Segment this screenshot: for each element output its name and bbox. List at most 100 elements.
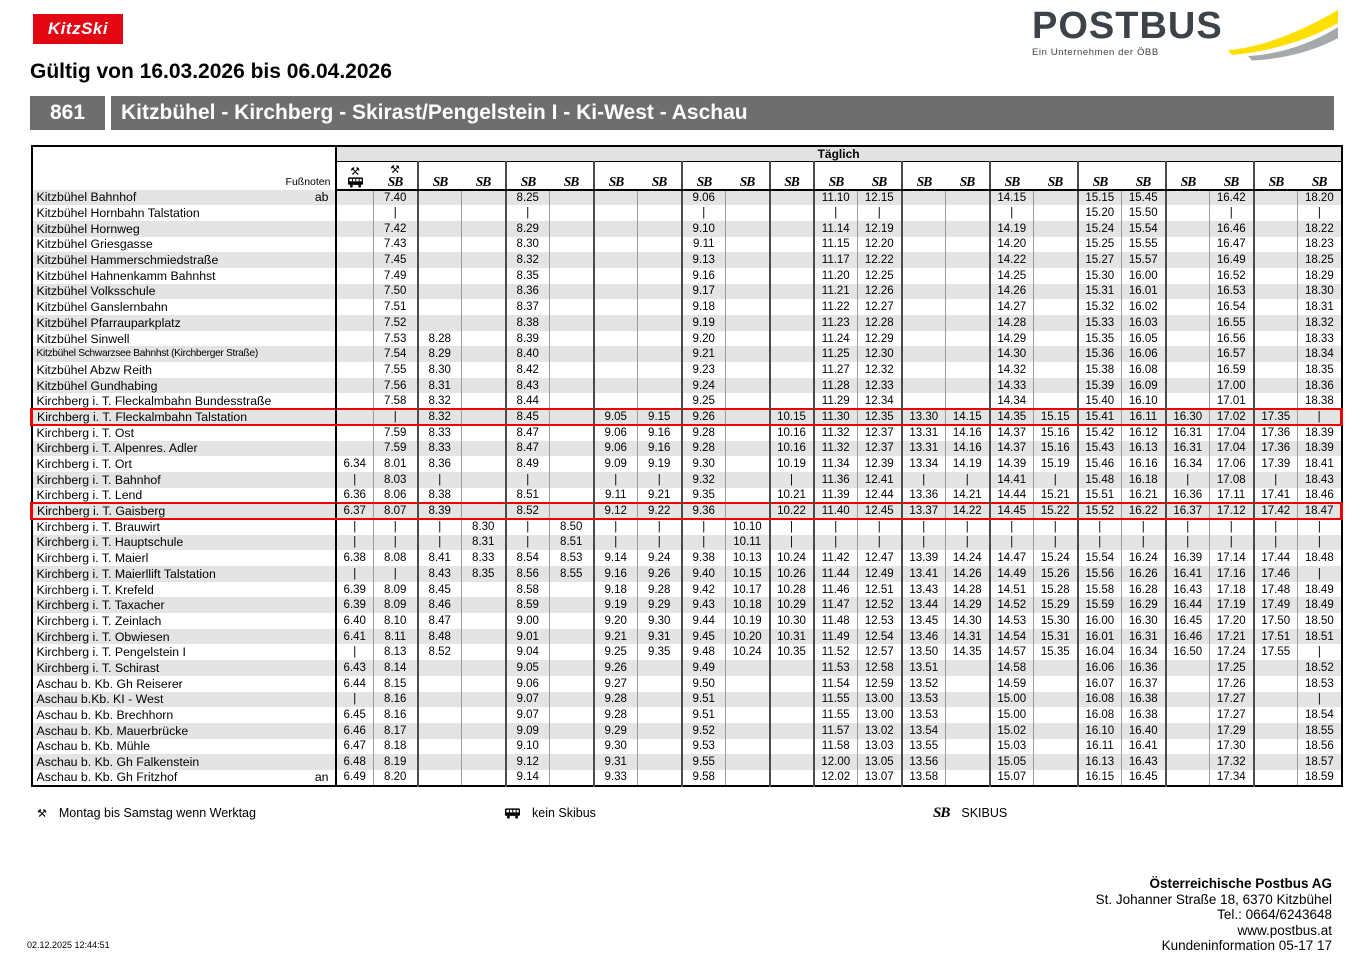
time-cell: 13.36 [900, 487, 946, 504]
time-cell: 12.54 [857, 628, 902, 645]
skibus-icon: SB [387, 173, 403, 189]
time-cell: 15.41 [1076, 408, 1122, 426]
time-cell: | [373, 518, 418, 535]
table-row: Kirchberg i. T. Krefeld 6.39 8.09 8.45 8.58 9… [31, 581, 1342, 598]
time-cell [1164, 754, 1210, 770]
time-cell: 8.10 [373, 613, 418, 629]
time-cell [768, 707, 814, 723]
time-cell: 9.10 [504, 738, 550, 755]
time-cell: 18.59 [1296, 769, 1342, 786]
time-cell: 8.47 [504, 440, 550, 457]
time-cell: 8.19 [373, 754, 418, 770]
time-cell: | [592, 534, 638, 551]
time-cell [945, 189, 990, 206]
time-cell: 16.46 [1164, 628, 1210, 645]
time-cell: 15.03 [988, 738, 1034, 755]
time-cell: 14.16 [945, 440, 990, 457]
time-cell: 12.20 [857, 236, 902, 253]
time-cell [461, 456, 506, 472]
time-cell: 9.26 [637, 566, 682, 582]
time-cell [1252, 346, 1298, 363]
time-cell: 15.42 [1076, 424, 1122, 441]
time-cell [416, 722, 462, 739]
time-cell [725, 660, 770, 676]
footnote-column-header: SB [768, 161, 814, 191]
time-cell: 17.27 [1209, 691, 1254, 708]
time-cell: 14.44 [988, 487, 1034, 504]
time-cell: 17.39 [1252, 456, 1298, 472]
time-cell: 9.31 [637, 628, 682, 645]
daily-header-row: Fußnoten Täglich [31, 146, 1342, 190]
time-cell: 18.34 [1296, 346, 1342, 363]
time-cell [1033, 393, 1078, 410]
time-cell: 16.10 [1121, 393, 1166, 410]
time-cell: 18.25 [1296, 252, 1342, 268]
time-cell: 8.38 [416, 487, 462, 504]
time-cell: 15.00 [988, 691, 1034, 708]
time-cell: 9.14 [504, 769, 550, 786]
time-cell [461, 330, 506, 347]
station-name: Kirchberg i. T. Hauptschule [36, 535, 184, 550]
time-cell [592, 330, 638, 347]
time-cell: 9.01 [504, 628, 550, 645]
skibus-icon: SB [651, 173, 667, 189]
time-cell [725, 220, 770, 237]
time-cell [549, 315, 594, 331]
time-cell: 13.56 [900, 754, 946, 770]
time-cell: 15.30 [1076, 267, 1122, 284]
time-cell: 9.07 [504, 691, 550, 708]
time-cell: | [768, 471, 814, 488]
time-cell: 11.47 [812, 597, 858, 614]
time-cell: 10.15 [768, 408, 814, 426]
time-cell [549, 487, 594, 504]
station-cell: Aschau b. Kb. Gh Fritzhof an [31, 769, 337, 786]
table-row: Kirchberg i. T. Alpenres. Adler 7.59 8.33 8… [31, 440, 1342, 457]
time-cell [768, 346, 814, 363]
time-cell: 18.52 [1296, 660, 1342, 676]
time-cell: | [1209, 534, 1254, 551]
time-cell: 6.43 [334, 660, 374, 676]
table-row: Kitzbühel Griesgasse 7.43 8.30 9.11 11.15 12.… [31, 236, 1342, 253]
station-cell: Kirchberg i. T. Hauptschule [31, 534, 337, 551]
time-cell: 9.28 [637, 581, 682, 598]
time-cell: 13.00 [857, 707, 902, 723]
time-cell [416, 252, 462, 268]
time-cell: 9.30 [592, 738, 638, 755]
footnote-column-header: SB [1252, 161, 1298, 191]
time-cell: 14.41 [988, 471, 1034, 488]
skibus-icon: SB [1268, 173, 1284, 189]
time-cell: 16.41 [1121, 738, 1166, 755]
time-cell: 11.48 [812, 613, 858, 629]
time-cell [461, 220, 506, 237]
time-cell [334, 252, 374, 268]
time-cell [549, 769, 594, 786]
time-cell [637, 769, 682, 786]
station-cell: Kirchberg i. T. Fleckalmbahn Talstation [30, 408, 337, 426]
time-cell: | [1121, 518, 1166, 535]
time-cell [1164, 660, 1210, 676]
time-cell [768, 267, 814, 284]
time-cell: 10.15 [725, 566, 770, 582]
time-cell: 8.44 [504, 393, 550, 410]
time-cell [1164, 738, 1210, 755]
time-cell: 14.16 [945, 424, 990, 441]
time-cell: 9.00 [504, 613, 550, 629]
time-cell: 8.58 [504, 581, 550, 598]
time-cell [1164, 205, 1210, 221]
time-cell: 9.10 [680, 220, 726, 237]
time-cell: 9.25 [592, 644, 638, 661]
time-cell [900, 362, 946, 378]
footnote-column-header: ⚒ [334, 161, 374, 191]
station-cell: Kirchberg i. T. Ort [31, 456, 337, 472]
skibus-icon: SB [916, 173, 932, 189]
time-cell [768, 315, 814, 331]
time-cell: 15.54 [1121, 220, 1166, 237]
footnotes-symbol-row: ⚒ ⚒ SB SB SB SB SB SB SB SB SB SB SB SB SB SB SB SB SB SB SB… [32, 161, 1342, 191]
time-cell: 10.13 [725, 550, 770, 566]
workday-icon: ⚒ [390, 162, 400, 176]
time-cell: 6.36 [334, 487, 374, 504]
station-name: Kirchberg i. T. Fleckalmbahn Bundesstraß… [36, 393, 272, 408]
time-cell [725, 707, 770, 723]
time-cell: 15.21 [1033, 487, 1078, 504]
time-cell: 8.55 [549, 566, 594, 582]
